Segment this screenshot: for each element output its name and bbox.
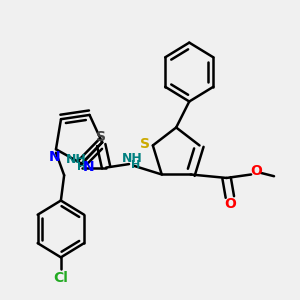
Text: Cl: Cl xyxy=(53,271,68,285)
Text: O: O xyxy=(224,197,236,211)
Text: N: N xyxy=(49,150,60,164)
Text: N: N xyxy=(83,160,94,174)
Text: S: S xyxy=(140,137,150,151)
Text: NH: NH xyxy=(66,153,87,167)
Text: H: H xyxy=(131,160,140,170)
Text: H: H xyxy=(77,162,86,172)
Text: S: S xyxy=(96,130,106,144)
Text: O: O xyxy=(250,164,262,178)
Text: NH: NH xyxy=(122,152,143,165)
